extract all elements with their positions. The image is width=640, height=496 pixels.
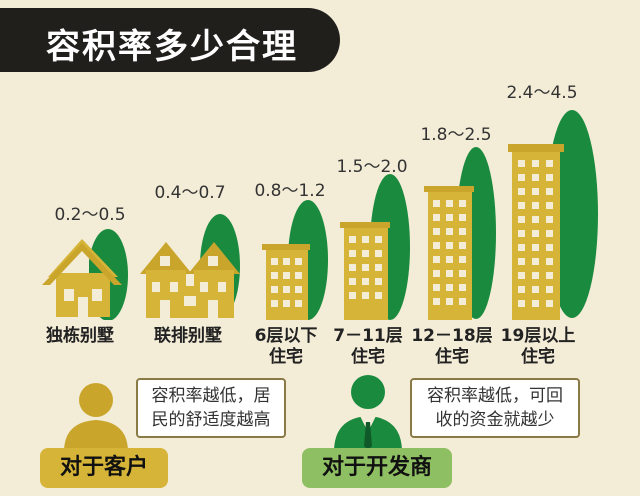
label-line: 6层以下 xyxy=(254,326,318,346)
client-label: 对于客户 xyxy=(40,448,168,488)
range-mid-rise: 1.5～2.0 xyxy=(336,157,408,177)
title-bar: 容积率多少合理 xyxy=(0,8,340,72)
client-bubble: 容积率越低，居 民的舒适度越高 xyxy=(136,378,286,438)
label-line: 独栋别墅 xyxy=(46,326,114,346)
bubble-line: 容积率越低，可回 xyxy=(427,386,563,406)
range-low-rise: 0.8～1.2 xyxy=(254,181,326,201)
label-line: 住宅 xyxy=(269,347,303,367)
label-low-rise: 6层以下 住宅 xyxy=(236,326,336,368)
range-townhouse: 0.4～0.7 xyxy=(154,183,226,203)
label-line: 12－18层 xyxy=(411,326,493,346)
bubble-line: 容积率越低，居 xyxy=(151,386,271,406)
label-line: 住宅 xyxy=(435,347,469,367)
label-line: 联排别墅 xyxy=(154,326,222,346)
label-townhouse: 联排别墅 xyxy=(138,326,238,347)
range-high-rise: 1.8～2.5 xyxy=(420,125,492,145)
range-tower: 2.4～4.5 xyxy=(506,83,578,103)
villa-icon xyxy=(42,229,128,320)
label-line: 19层以上 xyxy=(500,326,576,346)
high-rise-building-icon xyxy=(424,147,496,320)
label-line: 住宅 xyxy=(351,347,385,367)
tower-building-icon xyxy=(508,110,598,320)
label-tower: 19层以上 住宅 xyxy=(488,326,588,368)
mid-rise-building-icon xyxy=(340,174,410,320)
range-villa: 0.2～0.5 xyxy=(54,205,126,225)
townhouse-icon xyxy=(140,214,240,318)
developer-person-icon xyxy=(334,375,402,452)
bubble-line: 民的舒适度越高 xyxy=(151,410,271,430)
developer-bubble: 容积率越低，可回 收的资金就越少 xyxy=(410,378,580,438)
page-title: 容积率多少合理 xyxy=(46,27,298,67)
developer-label: 对于开发商 xyxy=(302,448,452,488)
label-high-rise: 12－18层 住宅 xyxy=(402,326,502,368)
label-mid-rise: 7－11层 住宅 xyxy=(318,326,418,368)
label-villa: 独栋别墅 xyxy=(30,326,130,347)
label-line: 7－11层 xyxy=(333,326,403,346)
low-rise-building-icon xyxy=(262,200,328,320)
label-line: 住宅 xyxy=(521,347,555,367)
client-person-icon xyxy=(64,383,128,452)
bubble-line: 收的资金就越少 xyxy=(435,410,555,430)
